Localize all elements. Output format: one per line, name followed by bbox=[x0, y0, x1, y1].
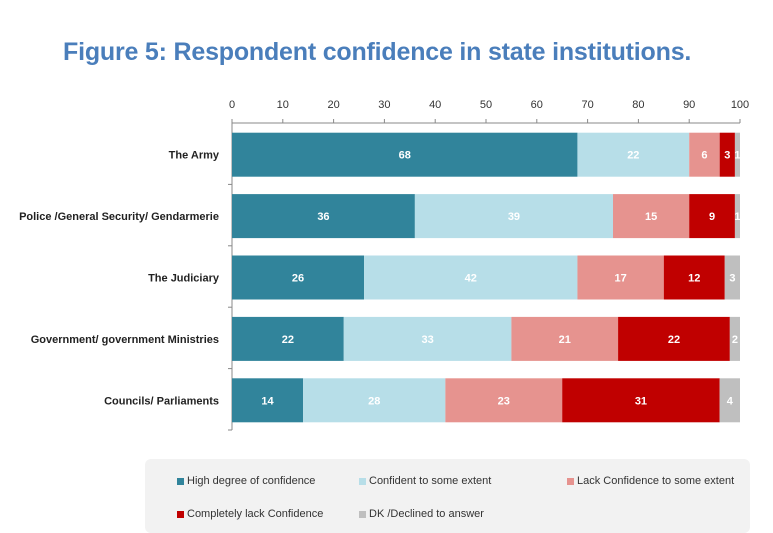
legend-label: Lack Confidence to some extent bbox=[577, 475, 735, 487]
data-label: 1 bbox=[734, 150, 740, 162]
bar-segment bbox=[303, 378, 446, 423]
x-tick-label: 60 bbox=[531, 99, 543, 111]
category-label: The Judiciary bbox=[148, 273, 220, 285]
data-label: 31 bbox=[635, 395, 647, 407]
data-label: 14 bbox=[261, 395, 274, 407]
legend-swatch bbox=[359, 510, 366, 518]
data-label: 9 bbox=[709, 211, 715, 223]
data-label: 3 bbox=[729, 273, 735, 285]
data-label: 68 bbox=[399, 150, 411, 162]
legend-swatch bbox=[177, 510, 184, 518]
data-label: 2 bbox=[732, 334, 738, 346]
x-tick-label: 0 bbox=[229, 99, 235, 111]
bar-segment bbox=[724, 255, 740, 300]
legend-swatch bbox=[177, 477, 184, 485]
category-label: Councils/ Parliaments bbox=[104, 395, 219, 407]
bar-segment bbox=[414, 194, 613, 239]
bar-segment bbox=[232, 194, 415, 239]
bar-segment bbox=[729, 316, 740, 361]
bar-segment bbox=[232, 132, 578, 177]
legend-item: DK /Declined to answer bbox=[359, 508, 484, 520]
legend-item: Confident to some extent bbox=[359, 475, 491, 487]
legend-label: Confident to some extent bbox=[369, 475, 492, 487]
bar-segment bbox=[663, 255, 725, 300]
x-tick-label: 80 bbox=[632, 99, 644, 111]
x-tick-label: 50 bbox=[480, 99, 492, 111]
legend-swatch bbox=[567, 477, 574, 485]
bar-segment bbox=[445, 378, 563, 423]
bar-segment bbox=[511, 316, 619, 361]
legend-item: Lack Confidence to some extent bbox=[567, 475, 734, 487]
bar-segment bbox=[577, 132, 690, 177]
chart-title: Figure 5: Respondent confidence in state… bbox=[63, 38, 692, 66]
bar-segment bbox=[689, 194, 735, 239]
x-tick-label: 10 bbox=[277, 99, 289, 111]
x-tick-label: 20 bbox=[327, 99, 339, 111]
bar-segment bbox=[734, 132, 740, 177]
bar-segment bbox=[232, 378, 304, 423]
data-label: 6 bbox=[701, 150, 707, 162]
x-tick-label: 70 bbox=[581, 99, 593, 111]
data-label: 39 bbox=[508, 211, 520, 223]
bar-segment bbox=[719, 378, 740, 423]
category-label: Government/ government Ministries bbox=[31, 334, 219, 346]
data-label: 4 bbox=[727, 395, 734, 407]
bar-segment bbox=[618, 316, 730, 361]
data-label: 26 bbox=[292, 273, 304, 285]
bar-segment bbox=[613, 194, 690, 239]
data-label: 3 bbox=[724, 150, 730, 162]
x-tick-label: 100 bbox=[731, 99, 749, 111]
category-label: Police /General Security/ Gendarmerie bbox=[19, 211, 219, 223]
data-label: 42 bbox=[465, 273, 477, 285]
x-tick-label: 30 bbox=[378, 99, 390, 111]
legend-item: High degree of confidence bbox=[177, 475, 315, 487]
data-label: 17 bbox=[614, 273, 626, 285]
bar-segment bbox=[689, 132, 720, 177]
data-label: 22 bbox=[668, 334, 680, 346]
data-label: 1 bbox=[734, 211, 740, 223]
data-label: 33 bbox=[421, 334, 433, 346]
legend-label: DK /Declined to answer bbox=[369, 508, 484, 520]
legend-swatch bbox=[359, 477, 366, 485]
bar-segment bbox=[232, 316, 344, 361]
data-label: 15 bbox=[645, 211, 657, 223]
legend-item: Completely lack Confidence bbox=[177, 508, 323, 520]
legend-label: High degree of confidence bbox=[187, 475, 316, 487]
data-label: 21 bbox=[559, 334, 571, 346]
data-label: 28 bbox=[368, 395, 380, 407]
legend: High degree of confidence Confident to so… bbox=[145, 459, 750, 533]
bar-segment bbox=[577, 255, 664, 300]
bar-segment bbox=[734, 194, 740, 239]
bar-segment bbox=[343, 316, 512, 361]
data-label: 22 bbox=[282, 334, 294, 346]
x-tick-label: 90 bbox=[683, 99, 695, 111]
data-label: 23 bbox=[498, 395, 510, 407]
data-label: 36 bbox=[317, 211, 329, 223]
x-tick-label: 40 bbox=[429, 99, 441, 111]
bar-segment bbox=[719, 132, 735, 177]
category-label: The Army bbox=[169, 150, 220, 162]
data-label: 22 bbox=[627, 150, 639, 162]
data-label: 12 bbox=[688, 273, 700, 285]
bar-segment bbox=[364, 255, 578, 300]
legend-label: Completely lack Confidence bbox=[187, 508, 324, 520]
bar-segment bbox=[562, 378, 720, 423]
bar-segment bbox=[232, 255, 365, 300]
